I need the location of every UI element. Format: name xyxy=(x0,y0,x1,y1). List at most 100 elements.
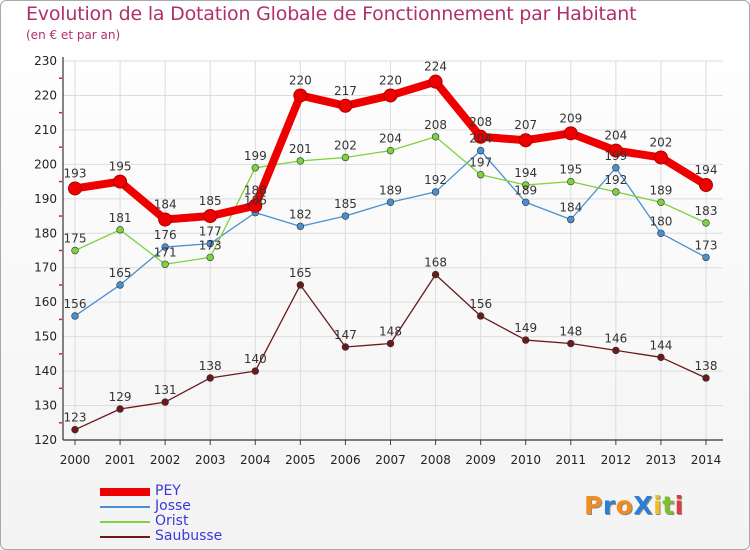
logo-letter: i xyxy=(653,491,663,520)
data-label: 156 xyxy=(64,297,87,311)
data-label: 204 xyxy=(604,129,627,143)
y-tick-label: 160 xyxy=(34,295,57,309)
data-label: 217 xyxy=(334,84,357,98)
x-tick-label: 2008 xyxy=(420,453,451,467)
data-label: 131 xyxy=(154,383,177,397)
data-point xyxy=(608,143,623,158)
data-point xyxy=(702,253,710,262)
data-point xyxy=(251,164,259,172)
data-label: 204 xyxy=(379,132,402,146)
data-label: 188 xyxy=(244,184,267,198)
data-point xyxy=(341,212,350,220)
data-point xyxy=(567,215,575,224)
data-label: 220 xyxy=(289,73,312,87)
data-point xyxy=(296,222,305,231)
data-point xyxy=(476,146,485,155)
y-tick-label: 220 xyxy=(34,88,57,102)
data-point xyxy=(161,260,169,268)
data-point xyxy=(296,281,305,289)
data-point xyxy=(702,219,710,227)
data-point xyxy=(158,212,173,227)
data-point xyxy=(476,312,485,320)
data-point xyxy=(386,339,395,348)
data-label: 171 xyxy=(154,245,177,259)
data-point xyxy=(563,126,578,141)
data-point xyxy=(296,157,305,165)
y-tick-label: 230 xyxy=(34,54,57,68)
data-point xyxy=(522,181,530,189)
data-point xyxy=(116,226,124,234)
legend-label: Saubusse xyxy=(155,528,223,544)
logo-letter: o xyxy=(615,491,634,520)
data-label: 168 xyxy=(424,256,447,270)
data-point xyxy=(518,133,533,148)
data-point xyxy=(567,339,575,348)
data-point xyxy=(522,336,530,344)
data-label: 197 xyxy=(469,156,492,170)
data-label: 129 xyxy=(109,390,132,404)
data-point xyxy=(386,198,395,206)
data-label: 208 xyxy=(469,115,492,129)
y-tick-label: 170 xyxy=(34,261,57,275)
data-label: 202 xyxy=(334,138,357,152)
data-point xyxy=(206,239,214,248)
data-label: 202 xyxy=(649,135,672,149)
x-tick-label: 2009 xyxy=(465,453,496,467)
data-label: 182 xyxy=(289,207,312,221)
data-label: 185 xyxy=(199,194,222,208)
data-label: 209 xyxy=(559,111,582,125)
data-label: 123 xyxy=(64,411,87,425)
y-tick-label: 210 xyxy=(34,123,57,137)
data-label: 148 xyxy=(379,325,402,339)
y-tick-label: 140 xyxy=(34,364,57,378)
data-point xyxy=(203,209,218,224)
data-labels: 123 129 131 138 140 165 147 148 168 156 149 148 146 1… xyxy=(64,60,718,425)
data-label: 186 xyxy=(244,194,267,208)
x-tick-label: 2014 xyxy=(691,453,722,467)
data-label: 156 xyxy=(469,297,492,311)
data-point xyxy=(161,243,169,251)
x-tick-label: 2012 xyxy=(601,453,632,467)
y-tick-label: 190 xyxy=(34,192,57,206)
data-point xyxy=(612,346,620,355)
data-point xyxy=(116,405,124,413)
legend-label: PEY xyxy=(155,483,181,499)
data-label: 195 xyxy=(109,160,132,174)
data-point xyxy=(386,146,395,155)
data-point xyxy=(206,374,214,382)
data-label: 184 xyxy=(559,200,582,214)
chart-subtitle: (en € et par an) xyxy=(26,28,121,42)
axes: 120 130 140 150 160 170 180 190 200 210 220 230 2000… xyxy=(34,54,723,467)
data-label: 146 xyxy=(604,331,627,345)
data-label: 144 xyxy=(649,338,672,352)
data-label: 175 xyxy=(64,232,87,246)
y-tick-label: 200 xyxy=(34,157,57,171)
legend-swatch xyxy=(100,506,150,508)
x-tick-label: 2000 xyxy=(60,453,91,467)
data-point xyxy=(476,171,485,179)
data-label: 201 xyxy=(289,142,312,156)
data-point xyxy=(567,177,575,186)
data-label: 185 xyxy=(334,197,357,211)
logo-letter: X xyxy=(633,491,654,520)
data-point xyxy=(71,312,79,320)
data-point xyxy=(68,181,82,196)
data-point xyxy=(71,246,79,255)
data-point xyxy=(702,374,710,382)
data-point xyxy=(383,88,398,103)
data-label: 181 xyxy=(109,211,132,225)
data-point xyxy=(431,133,440,141)
data-label: 224 xyxy=(424,60,447,74)
data-point xyxy=(522,198,530,206)
x-tick-label: 2010 xyxy=(510,453,541,467)
data-label: 189 xyxy=(514,183,537,197)
y-tick-label: 150 xyxy=(34,330,57,344)
data-label: 194 xyxy=(514,166,537,180)
legend-label: Josse xyxy=(155,498,191,514)
data-label: 138 xyxy=(695,359,718,373)
data-label: 193 xyxy=(64,166,87,180)
data-label: 199 xyxy=(604,149,627,163)
data-label: 177 xyxy=(199,225,222,239)
